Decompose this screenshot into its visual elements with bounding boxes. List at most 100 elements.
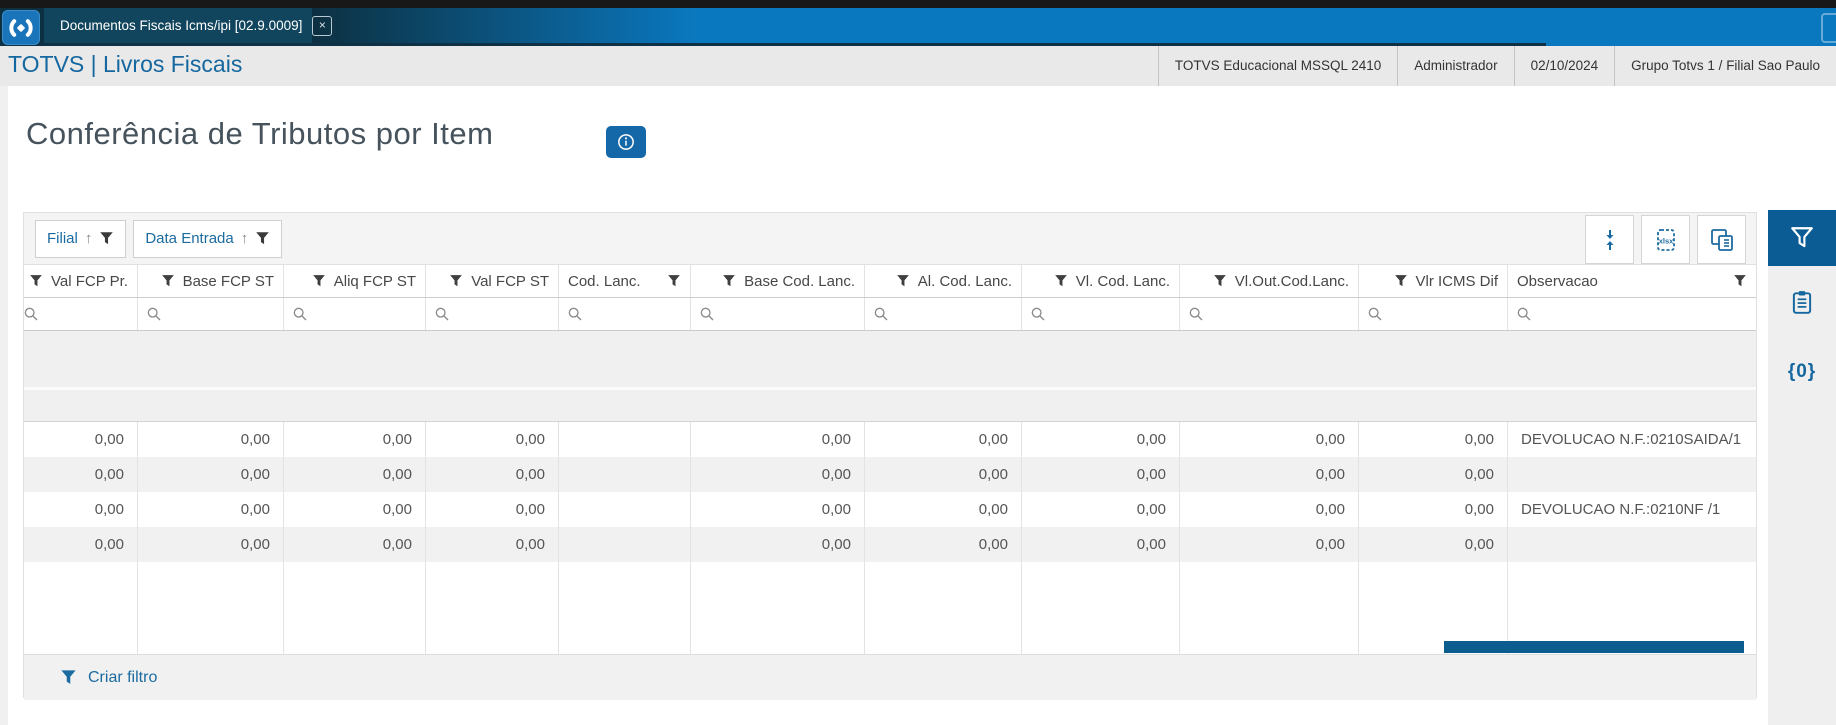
table-cell[interactable]: 0,00: [1180, 527, 1359, 562]
filter-chip-data-entrada[interactable]: Data Entrada ↑: [133, 219, 283, 258]
row-height-button[interactable]: [1585, 215, 1634, 264]
column-search-input[interactable]: [865, 298, 1022, 330]
column-search-input[interactable]: [138, 298, 284, 330]
table-cell[interactable]: 0,00: [426, 492, 559, 527]
table-cell[interactable]: 0,00: [138, 527, 284, 562]
column-header[interactable]: Base Cod. Lanc.: [691, 265, 865, 297]
table-cell[interactable]: 0,00: [24, 422, 138, 457]
tab-close-icon[interactable]: ×: [312, 15, 333, 36]
column-header[interactable]: Vlr ICMS Dif: [1359, 265, 1508, 297]
column-search-input[interactable]: [1508, 298, 1756, 330]
table-cell[interactable]: 0,00: [1180, 492, 1359, 527]
table-cell[interactable]: DEVOLUCAO N.F.:0210NF /1: [1521, 501, 1721, 518]
column-header[interactable]: Base FCP ST: [138, 265, 284, 297]
table-cell[interactable]: [559, 457, 691, 492]
column-header[interactable]: Al. Cod. Lanc.: [865, 265, 1022, 297]
funnel-icon[interactable]: [1733, 274, 1747, 288]
sidebar-filter-button[interactable]: [1768, 210, 1836, 266]
column-search-input[interactable]: [1022, 298, 1180, 330]
table-cell[interactable]: [559, 492, 691, 527]
sidebar-variables-button[interactable]: {0}: [1768, 344, 1836, 400]
table-cell[interactable]: 0,00: [1022, 527, 1180, 562]
table-cell[interactable]: 0,00: [24, 457, 138, 492]
column-header[interactable]: Vl.Out.Cod.Lanc.: [1180, 265, 1359, 297]
column-header[interactable]: Aliq FCP ST: [284, 265, 426, 297]
table-cell[interactable]: 0,00: [1022, 492, 1180, 527]
column-search-input[interactable]: [1180, 298, 1359, 330]
column-header-label[interactable]: Vl.Out.Cod.Lanc.: [1234, 272, 1349, 290]
column-header-label[interactable]: Cod. Lanc.: [568, 272, 641, 290]
funnel-icon[interactable]: [449, 274, 463, 288]
table-row[interactable]: 0,00 0,00 0,00 0,00 0,00 0,00 0,00 0,00 0,00 DEVO…: [24, 422, 1756, 457]
copy-columns-button[interactable]: [1697, 215, 1746, 264]
totvs-logo[interactable]: [2, 10, 40, 45]
column-header-label[interactable]: Base FCP ST: [182, 272, 274, 290]
column-header[interactable]: Vl. Cod. Lanc.: [1022, 265, 1180, 297]
column-header-label[interactable]: Val FCP ST: [471, 272, 549, 290]
table-cell[interactable]: 0,00: [24, 492, 138, 527]
table-cell[interactable]: 0,00: [1359, 422, 1508, 457]
table-cell[interactable]: 0,00: [1359, 457, 1508, 492]
column-search-input[interactable]: [559, 298, 691, 330]
table-cell[interactable]: 0,00: [138, 422, 284, 457]
column-header-label[interactable]: Aliq FCP ST: [333, 272, 416, 290]
column-header[interactable]: Observacao: [1508, 265, 1756, 297]
filter-chip-filial[interactable]: Filial ↑: [35, 219, 127, 258]
funnel-icon[interactable]: [1054, 274, 1068, 288]
column-header-label[interactable]: Vl. Cod. Lanc.: [1075, 272, 1170, 290]
table-cell[interactable]: 0,00: [1022, 457, 1180, 492]
table-cell[interactable]: 0,00: [284, 422, 426, 457]
table-cell[interactable]: 0,00: [284, 457, 426, 492]
create-filter-link[interactable]: Criar filtro: [88, 668, 158, 686]
table-cell[interactable]: 0,00: [865, 457, 1022, 492]
table-cell[interactable]: 0,00: [284, 492, 426, 527]
horizontal-scrollbar-thumb[interactable]: [1444, 641, 1744, 653]
table-cell[interactable]: 0,00: [426, 457, 559, 492]
table-cell[interactable]: 0,00: [691, 492, 865, 527]
funnel-icon[interactable]: [161, 274, 175, 288]
column-search-input[interactable]: [284, 298, 426, 330]
table-cell[interactable]: 0,00: [1359, 527, 1508, 562]
column-header[interactable]: Cod. Lanc.: [559, 265, 691, 297]
funnel-icon[interactable]: [1213, 274, 1227, 288]
table-cell[interactable]: 0,00: [1180, 457, 1359, 492]
column-header[interactable]: Val FCP Pr.: [24, 265, 138, 297]
table-cell[interactable]: DEVOLUCAO N.F.:0210SAIDA/1: [1521, 431, 1742, 448]
table-cell[interactable]: 0,00: [1022, 422, 1180, 457]
column-search-input[interactable]: [426, 298, 559, 330]
table-cell[interactable]: [559, 422, 691, 457]
table-cell[interactable]: 0,00: [865, 492, 1022, 527]
export-xlsx-button[interactable]: xlsx: [1641, 215, 1690, 264]
column-header[interactable]: Val FCP ST: [426, 265, 559, 297]
funnel-icon[interactable]: [312, 274, 326, 288]
table-cell[interactable]: 0,00: [691, 457, 865, 492]
table-cell[interactable]: 0,00: [1180, 422, 1359, 457]
table-row[interactable]: 0,00 0,00 0,00 0,00 0,00 0,00 0,00 0,00 0,00 DEVO…: [24, 492, 1756, 527]
table-row[interactable]: 0,00 0,00 0,00 0,00 0,00 0,00 0,00 0,00 0,00: [24, 527, 1756, 562]
table-cell[interactable]: 0,00: [865, 527, 1022, 562]
table-cell[interactable]: 0,00: [426, 527, 559, 562]
tab-scroll-edge-button[interactable]: [1821, 13, 1836, 43]
table-cell[interactable]: [1508, 457, 1756, 492]
branch-info[interactable]: Grupo Totvs 1 / Filial Sao Paulo: [1614, 46, 1836, 86]
table-cell[interactable]: 0,00: [691, 422, 865, 457]
funnel-icon[interactable]: [722, 274, 736, 288]
table-cell[interactable]: 0,00: [138, 492, 284, 527]
column-header-label[interactable]: Al. Cod. Lanc.: [917, 272, 1012, 290]
table-cell[interactable]: 0,00: [284, 527, 426, 562]
info-button[interactable]: [606, 126, 646, 158]
date-info[interactable]: 02/10/2024: [1513, 46, 1615, 86]
column-header-label[interactable]: Observacao: [1517, 272, 1598, 290]
column-header-label[interactable]: Val FCP Pr.: [51, 272, 128, 290]
table-cell[interactable]: 0,00: [426, 422, 559, 457]
funnel-icon[interactable]: [1394, 274, 1408, 288]
table-cell[interactable]: [559, 527, 691, 562]
table-cell[interactable]: 0,00: [24, 527, 138, 562]
table-cell[interactable]: 0,00: [138, 457, 284, 492]
window-tab[interactable]: Documentos Fiscais Icms/ipi [02.9.0009] …: [44, 8, 333, 46]
table-cell[interactable]: 0,00: [1359, 492, 1508, 527]
column-search-input[interactable]: [1359, 298, 1508, 330]
column-header-label[interactable]: Base Cod. Lanc.: [744, 272, 855, 290]
table-row[interactable]: 0,00 0,00 0,00 0,00 0,00 0,00 0,00 0,00 0,00: [24, 457, 1756, 492]
environment-info[interactable]: TOTVS Educacional MSSQL 2410: [1157, 46, 1397, 86]
